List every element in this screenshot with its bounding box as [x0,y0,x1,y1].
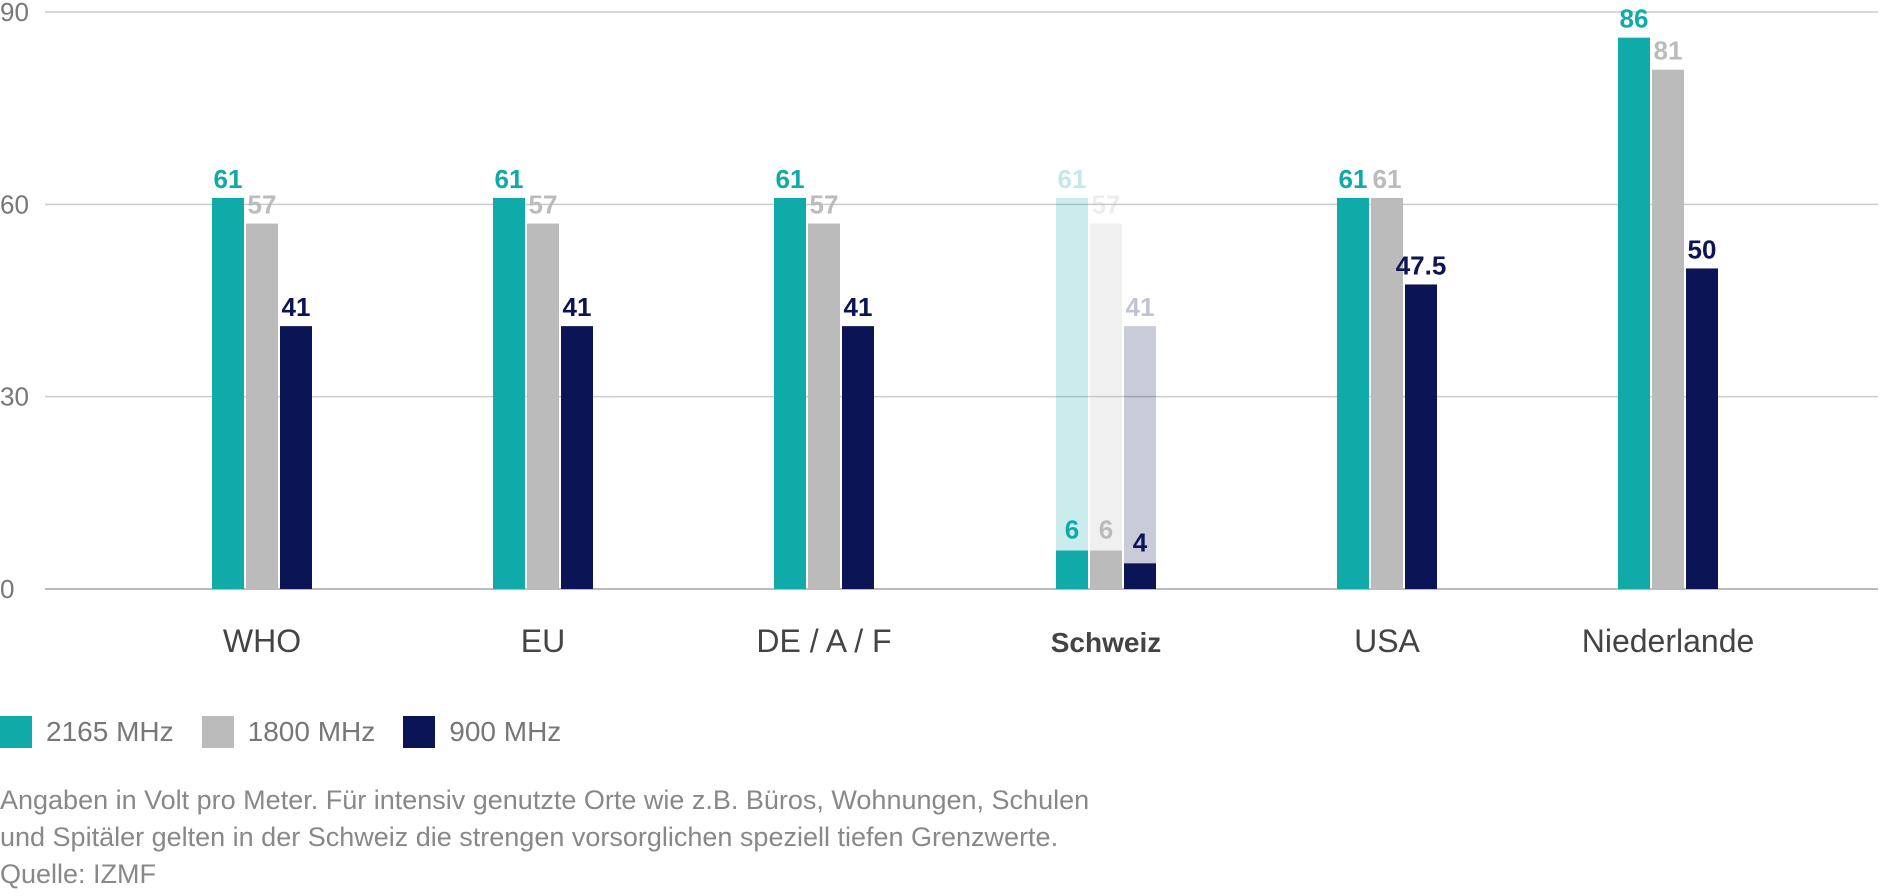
footnote-line-1: Angaben in Volt pro Meter. Für intensiv … [0,785,1090,815]
data-label-de-a-f-2165-mhz: 61 [776,164,805,194]
overlay-bar-schweiz-2165-mhz [1056,550,1088,589]
legend-swatch-1800 [201,716,234,748]
data-label-schweiz-1800-mhz: 57 [1092,190,1121,220]
bar-usa-2165-mhz [1337,197,1369,589]
bar-eu-2165-mhz [493,197,525,589]
y-tick-label-30: 30 [0,382,29,412]
data-label-de-a-f-900-mhz: 41 [844,292,873,322]
bar-schweiz-900-mhz [1124,326,1156,589]
category-label-schweiz: Schweiz [1051,627,1161,658]
data-label-eu-1800-mhz: 57 [529,190,558,220]
footnote: Angaben in Volt pro Meter. Für intensiv … [0,782,1089,893]
legend-label-2165: 2165 MHz [46,716,174,747]
bar-de-a-f-900-mhz [842,326,874,589]
overlay-label-schweiz-2165-mhz: 6 [1065,515,1079,545]
data-label-eu-2165-mhz: 61 [495,164,524,194]
legend-label-1800: 1800 MHz [247,716,376,747]
data-label-usa-900-mhz: 47.5 [1396,250,1447,280]
overlay-bar-schweiz-1800-mhz [1090,550,1122,589]
bar-niederlande-900-mhz [1686,268,1718,589]
bar-eu-900-mhz [561,326,593,589]
overlay-bar-schweiz-900-mhz [1124,563,1156,589]
bar-who-900-mhz [280,326,312,589]
y-tick-label-0: 0 [0,574,14,604]
legend-label-900: 900 MHz [449,716,562,747]
source-note: Quelle: IZMF [0,859,157,889]
y-tick-label-90: 90 [0,0,29,27]
legend-item-900: 900 MHz [403,716,561,748]
bar-who-1800-mhz [246,223,278,590]
data-label-eu-900-mhz: 41 [563,292,592,322]
bar-niederlande-2165-mhz [1618,37,1650,589]
bar-schweiz-1800-mhz [1090,223,1122,590]
bar-usa-1800-mhz [1371,197,1403,589]
bar-de-a-f-2165-mhz [774,197,806,589]
bar-niederlande-1800-mhz [1652,69,1684,589]
legend: 2165 MHz 1800 MHz 900 MHz [0,716,561,748]
data-label-schweiz-900-mhz: 41 [1126,292,1155,322]
data-label-usa-2165-mhz: 61 [1339,164,1368,194]
data-label-who-1800-mhz: 57 [248,190,277,220]
data-label-usa-1800-mhz: 61 [1373,164,1402,194]
bar-schweiz-2165-mhz [1056,197,1088,589]
footnote-line-2: und Spitäler gelten in der Schweiz die s… [0,822,1059,852]
bar-eu-1800-mhz [527,223,559,590]
data-label-who-900-mhz: 41 [282,292,311,322]
legend-item-1800: 1800 MHz [201,716,376,748]
legend-item-2165: 2165 MHz [0,716,174,748]
legend-swatch-900 [403,716,436,748]
category-label-who: WHO [223,623,301,659]
category-label-niederlande: Niederlande [1582,623,1755,659]
data-label-de-a-f-1800-mhz: 57 [810,190,839,220]
data-label-niederlande-2165-mhz: 86 [1620,4,1649,34]
data-label-schweiz-2165-mhz: 61 [1058,164,1087,194]
legend-swatch-2165 [0,716,32,748]
data-label-niederlande-1800-mhz: 81 [1654,36,1683,66]
y-tick-label-60: 60 [0,189,29,219]
category-label-de-a-f: DE / A / F [756,623,891,659]
data-label-who-2165-mhz: 61 [214,164,243,194]
bar-who-2165-mhz [212,197,244,589]
category-label-eu: EU [521,623,565,659]
bar-de-a-f-1800-mhz [808,223,840,590]
overlay-label-schweiz-900-mhz: 4 [1133,527,1148,557]
bar-usa-900-mhz [1405,284,1437,589]
category-label-usa: USA [1354,623,1420,659]
overlay-label-schweiz-1800-mhz: 6 [1099,515,1113,545]
data-label-niederlande-900-mhz: 50 [1688,234,1717,264]
